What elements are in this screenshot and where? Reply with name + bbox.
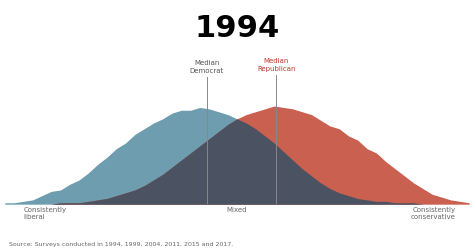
Text: Consistently
conservative: Consistently conservative xyxy=(410,207,456,220)
Text: Median
Republican: Median Republican xyxy=(257,58,296,72)
Text: 1994: 1994 xyxy=(194,14,280,43)
Text: Median
Democrat: Median Democrat xyxy=(190,60,224,74)
Text: Source: Surveys conducted in 1994, 1999, 2004, 2011, 2015 and 2017.: Source: Surveys conducted in 1994, 1999,… xyxy=(9,242,234,247)
Text: Consistently
liberal: Consistently liberal xyxy=(23,207,66,220)
Text: Mixed: Mixed xyxy=(227,207,247,213)
